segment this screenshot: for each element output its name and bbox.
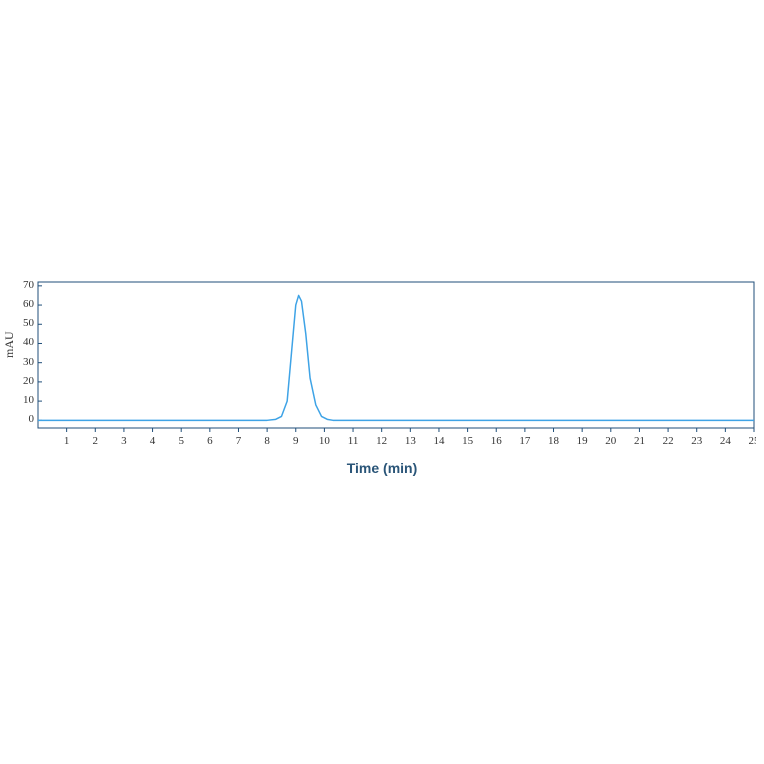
y-tick-label: 60 — [18, 298, 34, 310]
svg-text:19: 19 — [577, 435, 589, 447]
svg-text:7: 7 — [236, 435, 242, 447]
svg-text:20: 20 — [605, 435, 617, 447]
svg-text:2: 2 — [93, 435, 99, 447]
x-axis-label: Time (min) — [0, 460, 764, 476]
chromatogram-chart: mAU 123456789101112131415161718192021222… — [0, 280, 764, 480]
y-tick-label: 70 — [18, 279, 34, 291]
svg-text:12: 12 — [376, 435, 387, 447]
svg-text:17: 17 — [519, 435, 531, 447]
svg-text:18: 18 — [548, 435, 560, 447]
svg-text:4: 4 — [150, 435, 156, 447]
svg-text:5: 5 — [178, 435, 184, 447]
svg-text:13: 13 — [405, 435, 417, 447]
plot-area: 1234567891011121314151617181920212223242… — [36, 280, 756, 460]
y-tick-label: 30 — [18, 356, 34, 368]
y-axis-label: mAU — [2, 331, 17, 358]
svg-text:11: 11 — [348, 435, 359, 447]
y-tick-label: 20 — [18, 375, 34, 387]
y-tick-label: 40 — [18, 336, 34, 348]
svg-text:21: 21 — [634, 435, 645, 447]
plot-svg: 1234567891011121314151617181920212223242… — [36, 280, 756, 460]
svg-text:8: 8 — [264, 435, 270, 447]
svg-text:3: 3 — [121, 435, 127, 447]
y-tick-label: 10 — [18, 394, 34, 406]
svg-text:10: 10 — [319, 435, 331, 447]
svg-text:24: 24 — [720, 435, 732, 447]
svg-text:25: 25 — [749, 435, 757, 447]
svg-text:16: 16 — [491, 435, 503, 447]
svg-text:14: 14 — [433, 435, 445, 447]
svg-text:23: 23 — [691, 435, 703, 447]
y-tick-label: 50 — [18, 317, 34, 329]
svg-text:6: 6 — [207, 435, 213, 447]
svg-text:15: 15 — [462, 435, 474, 447]
svg-text:9: 9 — [293, 435, 299, 447]
svg-text:22: 22 — [663, 435, 674, 447]
svg-text:1: 1 — [64, 435, 70, 447]
y-tick-label: 0 — [18, 413, 34, 425]
